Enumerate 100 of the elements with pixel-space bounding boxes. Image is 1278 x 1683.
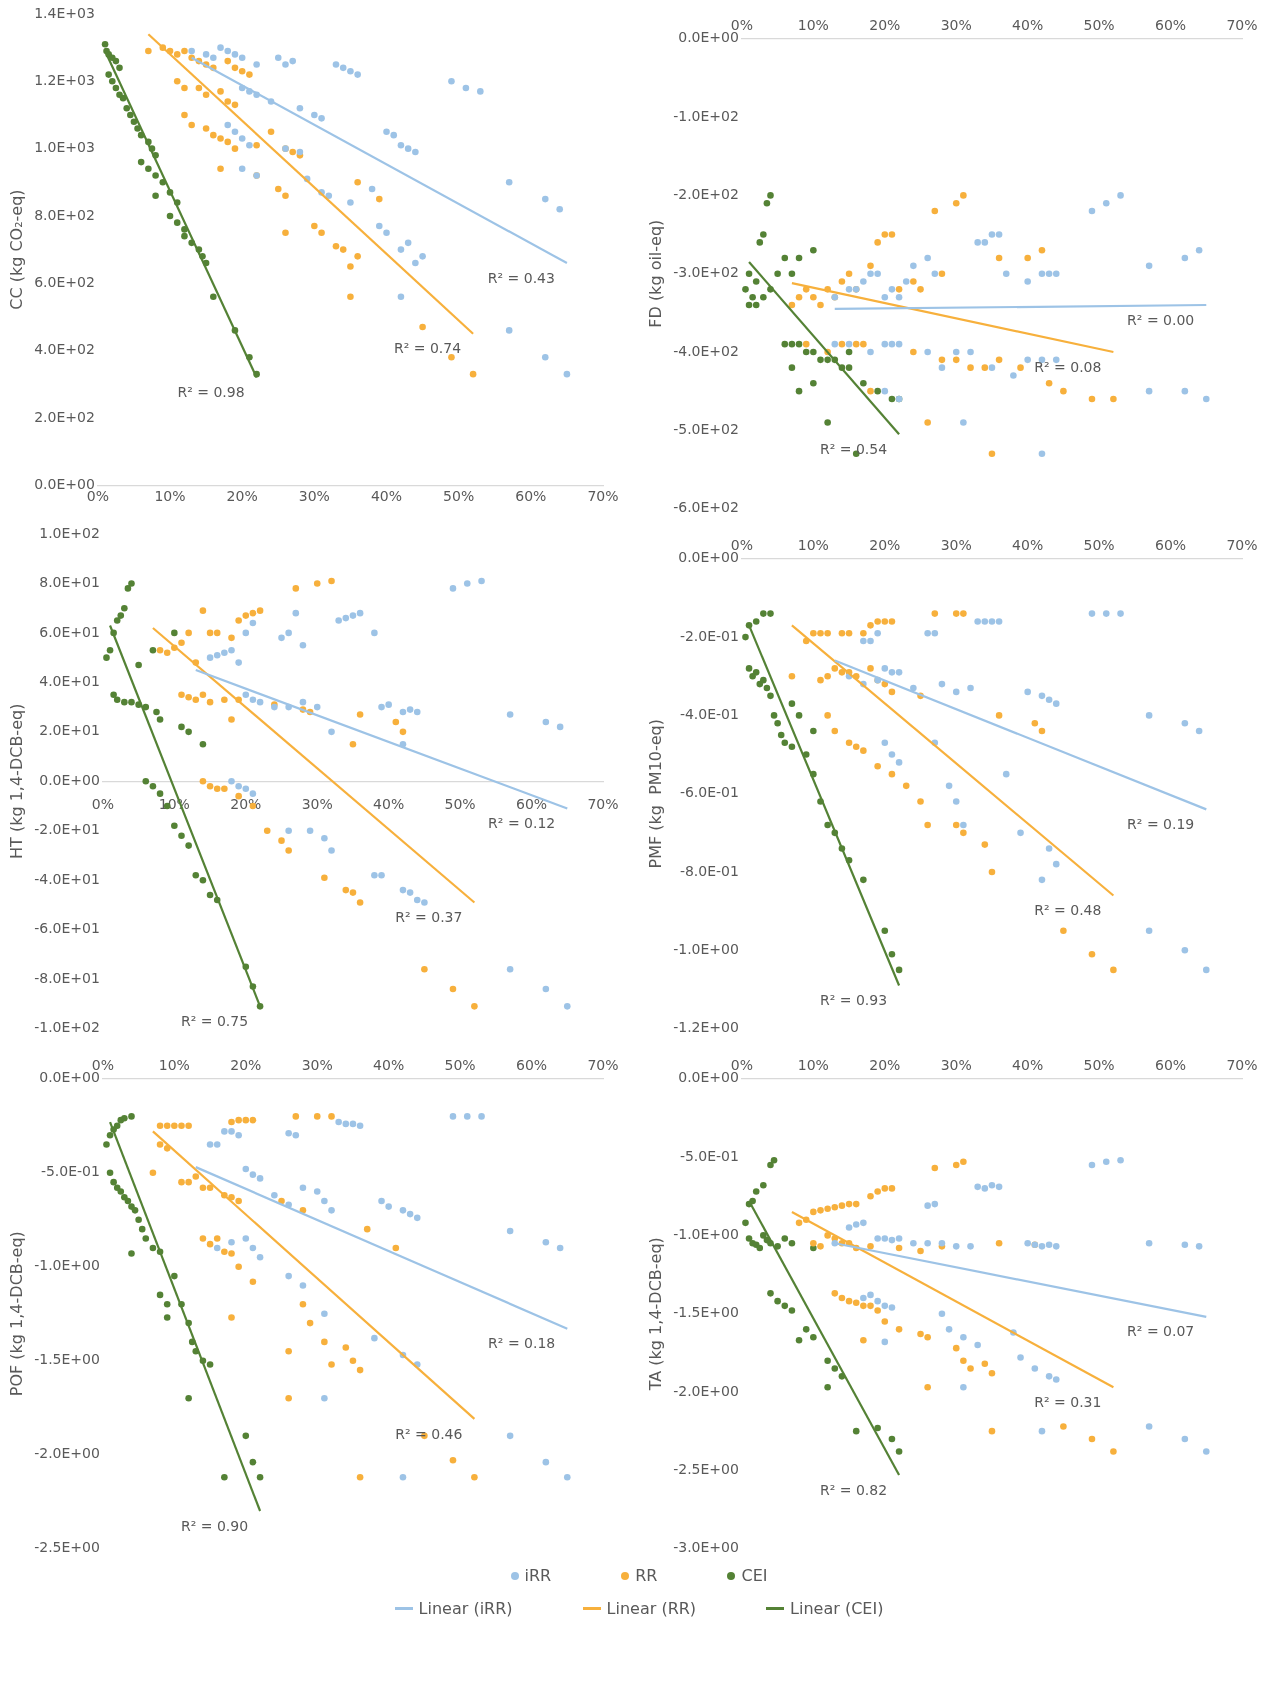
y-tick-label: 1.4E+03 — [34, 4, 95, 21]
y-tick-label: -1.2E+00 — [673, 1019, 739, 1036]
y-tick-label: -1.5E+00 — [673, 1304, 739, 1321]
x-tick-label: 20% — [869, 1057, 901, 1074]
annotation: R² = 0.43 — [487, 269, 555, 286]
x-tick-label: 40% — [1012, 537, 1044, 554]
y-tick-label: 8.0E+01 — [39, 574, 100, 591]
y-tick-label: 4.0E+02 — [34, 341, 95, 358]
y-tick-label: -2.0E+00 — [673, 1382, 739, 1399]
y-axis-title: CC (kg CO₂-eq) — [6, 189, 26, 310]
y-tick-label: 0.0E+00 — [678, 29, 739, 46]
y-tick-label: -5.0E-01 — [679, 1147, 739, 1164]
y-tick-label: 2.0E+01 — [39, 722, 100, 739]
x-tick-label: 40% — [373, 1057, 405, 1074]
x-tick-label: 30% — [940, 1057, 972, 1074]
y-tick-label: -3.0E+00 — [673, 1539, 739, 1556]
annotation: R² = 0.74 — [393, 340, 462, 357]
legend-label: Linear (CEI) — [790, 1599, 884, 1618]
y-tick-label: -1.0E+02 — [34, 1019, 100, 1036]
legend-label: RR — [635, 1566, 658, 1585]
x-tick-label: 30% — [301, 1057, 333, 1074]
x-tick-label: 60% — [1155, 537, 1187, 554]
annotation: R² = 0.18 — [488, 1335, 556, 1352]
y-tick-label: -1.5E+00 — [34, 1351, 100, 1368]
y-tick-label: -8.0E+01 — [34, 969, 100, 986]
y-tick-label: -6.0E+01 — [34, 920, 100, 937]
y-tick-label: -2.0E+00 — [34, 1445, 100, 1462]
x-tick-label: 40% — [370, 488, 403, 505]
y-tick-label: -4.0E+02 — [673, 342, 739, 359]
x-tick-label: 10% — [797, 537, 829, 554]
y-axis-title: PMF (kg PM10-eq) — [645, 719, 665, 869]
legend-label: CEI — [741, 1566, 768, 1585]
legend-label: Linear (RR) — [606, 1599, 697, 1618]
x-tick-label: 20% — [226, 488, 258, 505]
annotation: R² = 0.08 — [1034, 358, 1102, 375]
x-tick-label: 30% — [298, 488, 330, 505]
x-tick-label: 70% — [587, 1057, 619, 1074]
x-tick-label: 0% — [91, 796, 115, 813]
annotation: R² = 0.75 — [180, 1012, 249, 1029]
y-tick-label: -6.0E+02 — [673, 499, 739, 516]
annotation: R² = 0.46 — [395, 1425, 463, 1442]
x-tick-label: 50% — [444, 1057, 476, 1074]
y-tick-label: -2.0E+02 — [673, 186, 739, 203]
y-tick-label: -2.5E+00 — [34, 1539, 100, 1556]
y-tick-label: -8.0E-01 — [679, 862, 739, 879]
y-tick-label: 2.0E+02 — [34, 408, 95, 425]
annotation: R² = 0.00 — [1127, 311, 1195, 328]
x-tick-label: 60% — [516, 1057, 548, 1074]
x-tick-label: 10% — [797, 1057, 829, 1074]
y-tick-label: -5.0E+02 — [673, 420, 739, 437]
y-tick-label: -3.0E+02 — [673, 264, 739, 281]
y-tick-label: -2.0E+01 — [34, 821, 100, 838]
legend-label: iRR — [524, 1566, 552, 1585]
x-tick-label: 50% — [443, 488, 475, 505]
y-tick-label: -2.0E-01 — [679, 627, 739, 644]
y-tick-label: -1.0E+02 — [673, 107, 739, 124]
y-tick-label: 1.0E+02 — [39, 524, 100, 541]
x-tick-label: 10% — [158, 1057, 190, 1074]
y-tick-label: -4.0E+01 — [34, 870, 100, 887]
x-tick-label: 40% — [1012, 17, 1044, 34]
x-tick-label: 70% — [1226, 537, 1258, 554]
x-tick-label: 60% — [1155, 17, 1187, 34]
y-tick-label: -1.0E+00 — [34, 1257, 100, 1274]
y-tick-label: -4.0E-01 — [679, 706, 739, 723]
x-tick-label: 70% — [587, 796, 619, 813]
y-tick-label: -6.0E-01 — [679, 784, 739, 801]
x-tick-label: 60% — [1155, 1057, 1187, 1074]
x-tick-label: 10% — [797, 17, 829, 34]
annotation: R² = 0.82 — [819, 1481, 888, 1498]
x-tick-label: 10% — [154, 488, 186, 505]
x-tick-label: 40% — [1012, 1057, 1044, 1074]
x-tick-label: 70% — [1226, 1057, 1258, 1074]
annotation: R² = 0.90 — [180, 1517, 249, 1534]
annotation: R² = 0.48 — [1034, 902, 1102, 919]
y-tick-label: 0.0E+00 — [678, 1069, 739, 1086]
y-tick-label: -2.5E+00 — [673, 1460, 739, 1477]
annotation: R² = 0.37 — [395, 909, 463, 926]
y-tick-label: -5.0E-01 — [40, 1163, 100, 1180]
x-tick-label: 30% — [940, 537, 972, 554]
y-tick-label: 6.0E+01 — [39, 623, 100, 640]
annotation: R² = 0.93 — [819, 992, 888, 1009]
y-tick-label: 0.0E+00 — [678, 549, 739, 566]
y-tick-label: 8.0E+02 — [34, 206, 95, 223]
annotation: R² = 0.12 — [488, 815, 556, 832]
y-tick-label: 0.0E+00 — [39, 771, 100, 788]
y-tick-label: -1.0E+00 — [673, 1226, 739, 1243]
x-tick-label: 60% — [516, 796, 548, 813]
legend-label: Linear (iRR) — [418, 1599, 513, 1618]
y-tick-label: 0.0E+00 — [39, 1069, 100, 1086]
y-tick-label: 4.0E+01 — [39, 673, 100, 690]
y-axis-title: HT (kg 1,4-DCB-eq) — [6, 703, 26, 859]
y-tick-label: 1.2E+03 — [34, 71, 95, 88]
x-tick-label: 30% — [940, 17, 972, 34]
x-tick-label: 20% — [869, 17, 901, 34]
x-tick-label: 20% — [230, 1057, 262, 1074]
x-tick-label: 50% — [1083, 1057, 1115, 1074]
y-tick-label: 6.0E+02 — [34, 273, 95, 290]
x-tick-label: 20% — [869, 537, 901, 554]
annotation: R² = 0.31 — [1034, 1393, 1102, 1410]
annotation: R² = 0.19 — [1127, 816, 1195, 832]
